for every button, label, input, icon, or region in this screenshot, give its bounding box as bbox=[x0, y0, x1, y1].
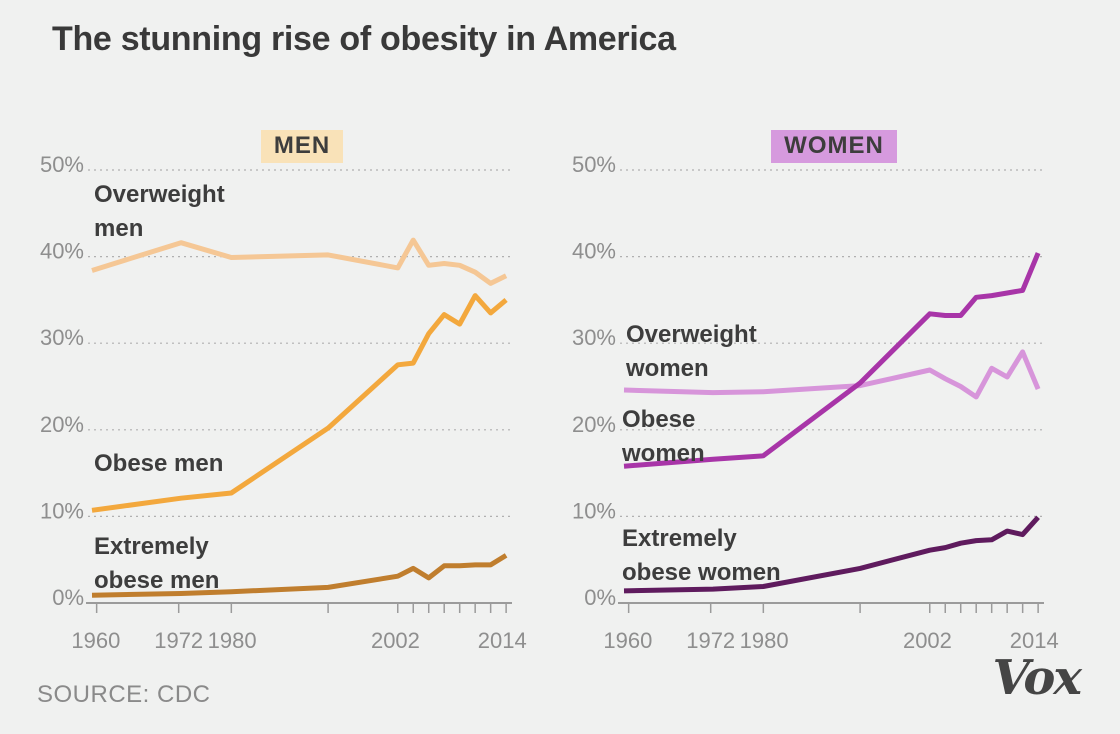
y-axis-label: 10% bbox=[40, 498, 84, 523]
series-line-overweight-men bbox=[91, 237, 508, 286]
page-title: The stunning rise of obesity in America bbox=[52, 20, 676, 58]
x-axis-label: 1972 bbox=[686, 628, 735, 653]
x-axis-label: 1980 bbox=[208, 628, 257, 653]
series-label-obese-men: Obese men bbox=[94, 450, 223, 477]
series-label-overweight-women: Overweight women bbox=[625, 321, 757, 382]
y-axis-label: 30% bbox=[40, 325, 84, 350]
men-chart-panel: MEN 0% 10% 20% 30% 40% 50% 1960 1972 1980 2002 201… bbox=[30, 130, 530, 695]
series-line-extremely-obese-men bbox=[91, 553, 508, 598]
y-axis-label: 0% bbox=[584, 585, 616, 610]
y-axis-label: 40% bbox=[40, 239, 84, 264]
y-axis-label: 40% bbox=[572, 239, 616, 264]
y-axis-label: 0% bbox=[52, 585, 84, 610]
series-label-obese-women: Obese women bbox=[621, 406, 705, 467]
x-axis-label: 2014 bbox=[1010, 628, 1059, 653]
men-badge: MEN bbox=[260, 130, 344, 163]
series-line-extremely-obese-women bbox=[623, 515, 1040, 594]
vox-logo: Vox bbox=[992, 650, 1082, 706]
y-axis-label: 10% bbox=[572, 498, 616, 523]
x-axis-label: 2014 bbox=[478, 628, 527, 653]
y-axis-label: 30% bbox=[572, 325, 616, 350]
series-line-obese-women bbox=[623, 252, 1041, 469]
source-credit: SOURCE: CDC bbox=[37, 681, 211, 708]
y-axis-label: 20% bbox=[40, 412, 84, 437]
men-chart: 0% 10% 20% 30% 40% 50% 1960 1972 1980 2002 2014 Ove… bbox=[40, 152, 527, 653]
women-chart: 0% 10% 20% 30% 40% 50% 1960 1972 1980 2002 2014 Ove… bbox=[572, 152, 1059, 653]
x-axis-label: 2002 bbox=[903, 628, 952, 653]
series-line-obese-men bbox=[91, 293, 508, 513]
y-axis-label: 20% bbox=[572, 412, 616, 437]
series-label-extremely-obese-men: Extremely obese men bbox=[94, 533, 219, 594]
y-axis-label: 50% bbox=[40, 152, 84, 177]
series-label-extremely-obese-women: Extremely obese women bbox=[622, 525, 781, 586]
women-badge-row: WOMEN bbox=[604, 130, 1064, 163]
x-axis-label: 1980 bbox=[740, 628, 789, 653]
men-badge-row: MEN bbox=[72, 130, 532, 163]
x-axis-label: 1972 bbox=[154, 628, 203, 653]
women-badge: WOMEN bbox=[771, 130, 897, 163]
y-axis-label: 50% bbox=[572, 152, 616, 177]
series-label-overweight-men: Overweight men bbox=[94, 181, 225, 242]
x-axis-label: 2002 bbox=[371, 628, 420, 653]
women-chart-panel: WOMEN 0% 10% 20% 30% 40% 50% 1960 1972 1980 2002 2… bbox=[562, 130, 1062, 695]
series-line-overweight-women bbox=[623, 349, 1041, 400]
x-axis-label: 1960 bbox=[71, 628, 120, 653]
x-axis-label: 1960 bbox=[603, 628, 652, 653]
